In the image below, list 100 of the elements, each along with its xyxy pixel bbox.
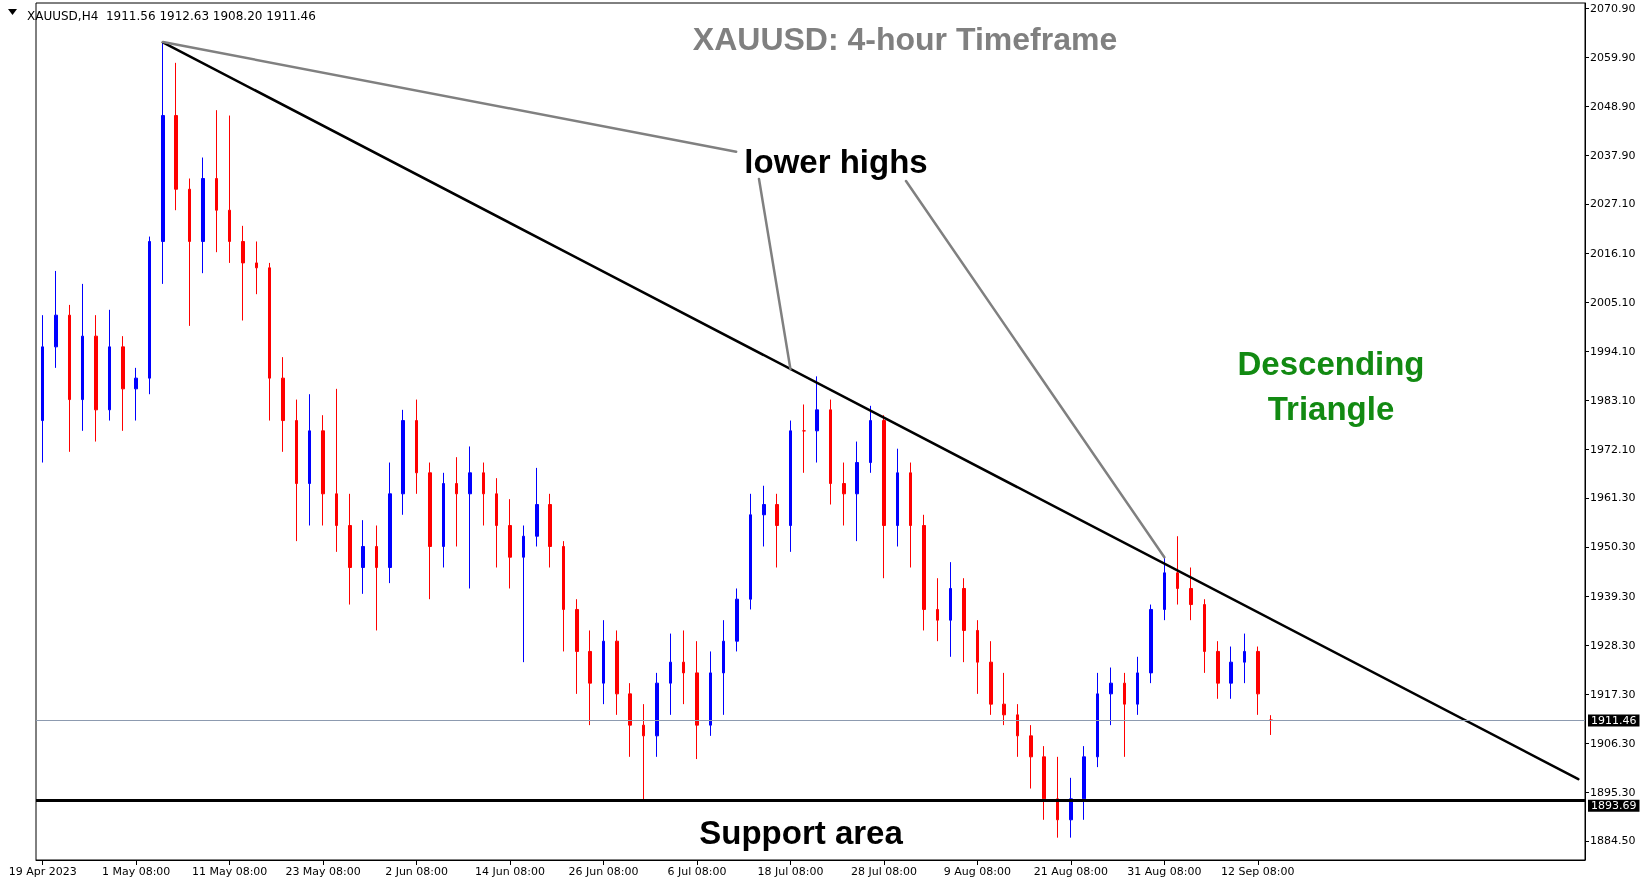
candlestick: [1176, 535, 1179, 606]
y-tick-label: 1939.30: [1590, 589, 1636, 603]
candlestick: [1243, 633, 1246, 684]
text: XAUUSD: 4-hour Timeframe: [692, 21, 1118, 57]
candlestick: [655, 672, 659, 758]
candlestick: [348, 493, 352, 606]
x-tick-label: 9 Aug 08:00: [943, 865, 1011, 878]
y-tick-label: 2070.90: [1590, 1, 1636, 15]
candlestick: [241, 225, 245, 322]
candlestick: [281, 356, 285, 453]
candlestick: [174, 62, 178, 211]
candlestick: [815, 375, 819, 464]
annotation: Support area: [699, 813, 904, 851]
candlestick: [68, 304, 71, 453]
annotation: Descending Triangle: [1237, 345, 1425, 427]
candlestick: [428, 462, 432, 600]
candlestick: [215, 109, 218, 253]
candlestick: [522, 525, 525, 663]
y-tick-label: 1917.30: [1590, 687, 1636, 701]
candlestick: [1056, 756, 1059, 839]
x-tick-label: 1 May 08:00: [101, 865, 171, 878]
x-tick-label: 26 Jun 08:00: [568, 865, 639, 878]
candlestick: [54, 270, 58, 369]
candlestick: [1163, 556, 1166, 621]
candlestick: [1136, 656, 1139, 716]
candlestick: [962, 577, 966, 663]
candlestick: [1069, 777, 1073, 839]
candlestick: [749, 493, 752, 610]
candlestick: [161, 41, 165, 285]
candlestick: [495, 477, 498, 568]
candlestick: [321, 414, 325, 527]
y-tick-label: 2037.90: [1590, 149, 1636, 163]
candlestick: [789, 420, 792, 553]
candlestick: [188, 178, 191, 327]
candlestick: [375, 525, 378, 631]
candlestick: [669, 633, 672, 716]
candlestick: [41, 314, 44, 464]
x-tick-label: 12 Sep 08:00: [1221, 865, 1295, 878]
x-tick-label: 18 Jul 08:00: [757, 865, 824, 878]
candlestick: [108, 309, 111, 422]
candlestick: [722, 619, 725, 716]
candlestick: [909, 462, 912, 568]
x-tick-label: 21 Aug 08:00: [1033, 865, 1108, 878]
candlestick: [1189, 566, 1193, 621]
candlestick: [94, 314, 98, 443]
text: XAUUSD,H4 1911.56 1912.63 1908.20 1911.46: [27, 9, 316, 23]
y-tick-label: 1895.30: [1590, 786, 1636, 800]
candlestick: [1149, 604, 1153, 684]
candlestick: [976, 619, 979, 695]
x-tick-label: 11 May 08:00: [191, 865, 268, 878]
candlestick: [1109, 667, 1113, 726]
y-tick-label: 2048.90: [1590, 100, 1636, 114]
candlestick: [628, 682, 632, 758]
candlestick: [562, 540, 565, 652]
candlestick: [81, 283, 84, 432]
candlestick: [949, 561, 952, 658]
y-tick-label: 2027.10: [1590, 197, 1636, 211]
candlestick: [642, 703, 645, 802]
candlestick: [869, 405, 872, 474]
candlestick: [802, 403, 806, 474]
candlestick: [295, 399, 298, 542]
candlestick: [415, 399, 418, 495]
candlestick: [201, 157, 205, 274]
candlestick: [1029, 724, 1033, 790]
y-tick-label: 1950.30: [1590, 540, 1636, 554]
candlestick: [134, 367, 138, 422]
candlestick: [388, 462, 392, 584]
annotation: lower highs: [744, 142, 928, 180]
candlestick: [575, 598, 579, 695]
x-tick-label: 2 Jun 08:00: [385, 865, 449, 878]
candlestick: [121, 335, 125, 432]
candlestick: [508, 498, 512, 589]
candlestick: [695, 640, 699, 760]
x-tick-label: 23 May 08:00: [285, 865, 361, 878]
candlestick: [762, 485, 766, 547]
candlestick: [709, 650, 712, 737]
candlestick: [1082, 745, 1086, 821]
y-tick-label: 2059.90: [1590, 50, 1636, 64]
candlestick: [615, 629, 619, 716]
candlestick: [936, 577, 939, 642]
ref-line-label: 1893.69: [1591, 799, 1637, 813]
candlestick: [361, 519, 365, 595]
ref-line-label: 1911.46: [1591, 713, 1637, 727]
candlestick: [308, 393, 311, 527]
y-tick-label: 1906.30: [1590, 736, 1636, 750]
candlestick: [401, 409, 405, 516]
candlestick: [1216, 640, 1220, 700]
candlestick: [896, 448, 899, 547]
candlestick: [855, 441, 859, 542]
candlestick: [1203, 598, 1206, 674]
y-tick-label: 2005.10: [1590, 295, 1636, 309]
candlestick: [255, 240, 258, 295]
candlestick: [1229, 646, 1233, 700]
candlestick: [1016, 703, 1019, 758]
candlestick: [1042, 745, 1046, 821]
candlestick: [482, 462, 485, 527]
candlestick: [455, 456, 458, 547]
candlestick: [1123, 672, 1126, 758]
candlestick: [882, 414, 886, 579]
y-tick-label: 1961.30: [1590, 491, 1636, 505]
